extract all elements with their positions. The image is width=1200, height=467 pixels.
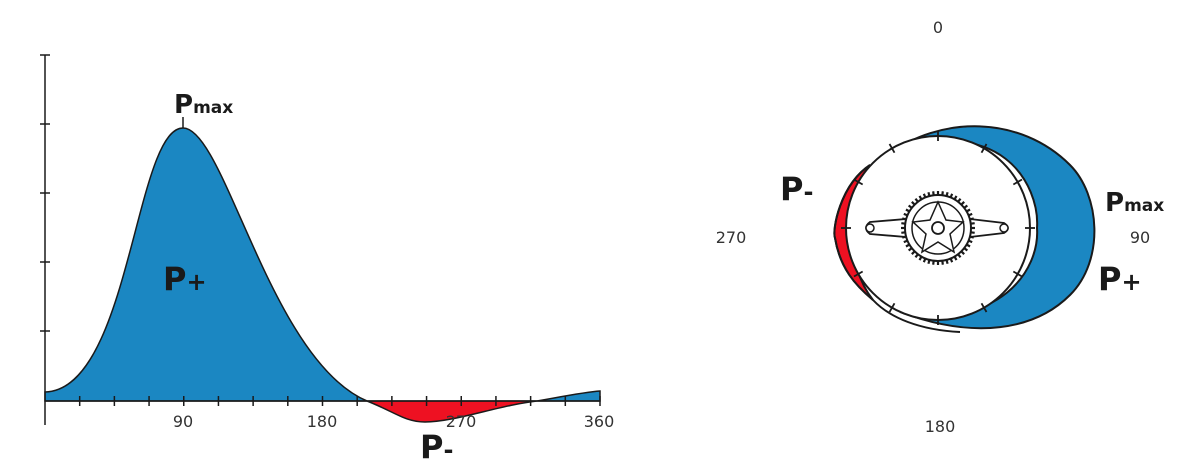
x-tick-label-360: 360 bbox=[584, 412, 615, 431]
p-minus-label: P- bbox=[420, 428, 453, 466]
crank-circle-tick-330 bbox=[888, 143, 896, 154]
spindle bbox=[931, 221, 945, 235]
angle-label-0: 0 bbox=[933, 18, 943, 37]
crank-circle-tick-30 bbox=[980, 143, 988, 154]
power-curve-chart: 90 180 270 360 Pmax P+ P- bbox=[40, 54, 615, 466]
x-tick-label-270: 270 bbox=[446, 412, 477, 431]
crank-circle-ticks bbox=[841, 131, 1035, 325]
pedal-hole-right bbox=[999, 223, 1009, 233]
crank-circle-tick-210 bbox=[888, 302, 896, 313]
polar-p-minus-label: P- bbox=[780, 170, 813, 208]
crank-circle-tick-240 bbox=[853, 270, 864, 278]
crank-circle-tick-300 bbox=[853, 178, 864, 186]
y-axis-ticks bbox=[40, 54, 50, 332]
crank-circle-tick-120 bbox=[1012, 270, 1023, 278]
polar-positive-area bbox=[885, 125, 1096, 330]
p-plus-label: P+ bbox=[163, 260, 207, 298]
positive-power-tail-area bbox=[536, 390, 601, 402]
x-tick-label-90: 90 bbox=[173, 412, 193, 431]
x-tick-label-180: 180 bbox=[307, 412, 338, 431]
angle-label-180: 180 bbox=[925, 417, 956, 436]
crank-circle-tick-150 bbox=[980, 302, 988, 313]
polar-power-diagram: 0 90 180 270 Pmax P+ P- bbox=[716, 18, 1165, 436]
positive-power-area bbox=[44, 127, 368, 402]
crank-circle-tick-60 bbox=[1012, 178, 1023, 186]
angle-label-270: 270 bbox=[716, 228, 747, 247]
pmax-label: Pmax bbox=[174, 90, 233, 120]
crankset-icon bbox=[865, 191, 1009, 265]
polar-outline bbox=[833, 164, 961, 333]
polar-pmax-label: Pmax bbox=[1105, 188, 1164, 218]
pedal-hole-left bbox=[865, 223, 875, 233]
angle-label-90: 90 bbox=[1130, 228, 1150, 247]
polar-p-plus-label: P+ bbox=[1098, 260, 1142, 298]
x-axis-ticks bbox=[78, 396, 601, 406]
negative-power-area bbox=[366, 400, 538, 423]
